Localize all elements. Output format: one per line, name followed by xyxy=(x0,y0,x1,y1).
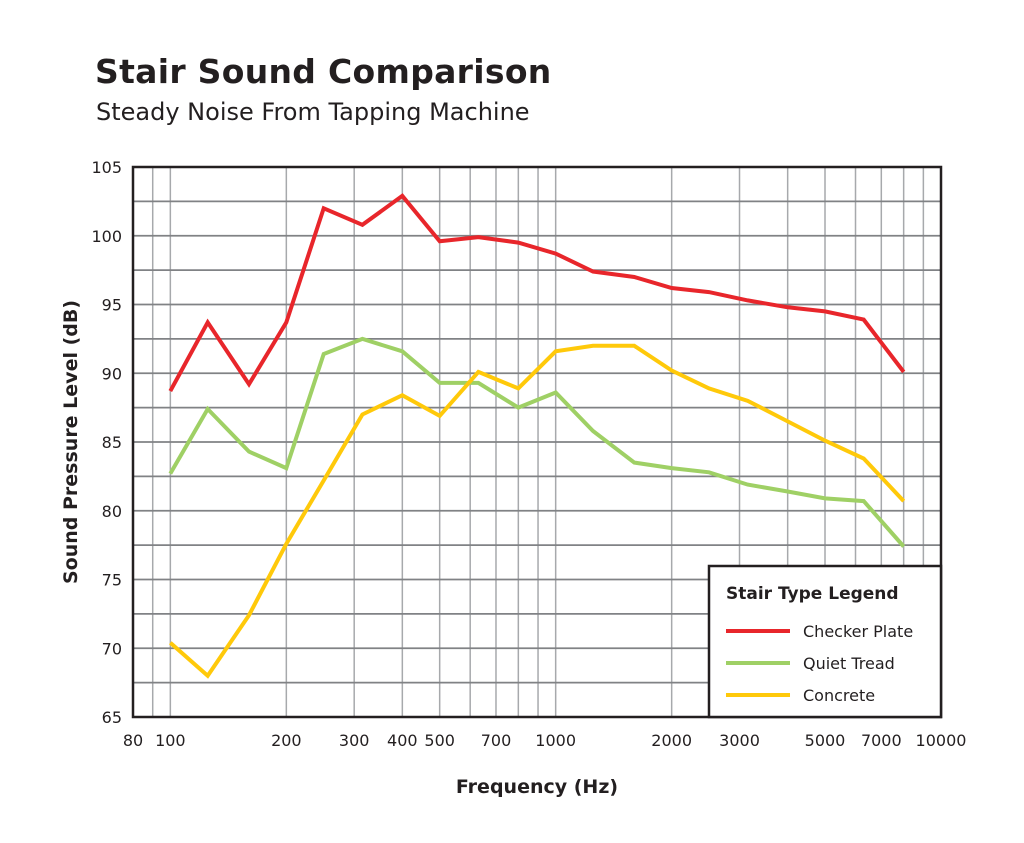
x-axis-label: Frequency (Hz) xyxy=(456,776,618,798)
series-lines xyxy=(168,193,906,679)
x-tick-label: 3000 xyxy=(719,731,760,750)
legend: Stair Type Legend Checker Plate Quiet Tre… xyxy=(707,564,943,719)
y-tick-label: 85 xyxy=(102,433,122,452)
chart-title: Stair Sound Comparison xyxy=(95,52,552,91)
series-line-concrete xyxy=(168,343,906,679)
y-tick-label: 90 xyxy=(102,364,122,383)
series-line-checker-plate xyxy=(168,193,906,393)
x-tick-label: 400 xyxy=(387,731,418,750)
x-tick-label: 7000 xyxy=(861,731,902,750)
x-tick-label: 100 xyxy=(155,731,186,750)
tick-labels: 80 100 200 300 400 500 700 1000 2000 3000 5000 7000… xyxy=(91,158,966,750)
x-tick-label: 1000 xyxy=(535,731,576,750)
series-line-quiet-tread xyxy=(168,336,906,548)
x-tick-label: 80 xyxy=(123,731,143,750)
legend-item: Concrete xyxy=(803,686,875,705)
chart-subtitle: Steady Noise From Tapping Machine xyxy=(96,98,530,126)
legend-item: Quiet Tread xyxy=(803,654,895,673)
y-tick-label: 70 xyxy=(102,639,122,658)
y-tick-label: 75 xyxy=(102,571,122,590)
y-tick-label: 80 xyxy=(102,502,122,521)
x-tick-label: 200 xyxy=(271,731,302,750)
y-tick-label: 100 xyxy=(91,227,122,246)
plot-frame xyxy=(131,165,943,719)
x-tick-label: 10000 xyxy=(916,731,967,750)
x-tick-label: 500 xyxy=(424,731,455,750)
y-axis-label: Sound Pressure Level (dB) xyxy=(60,300,82,584)
x-tick-label: 700 xyxy=(481,731,512,750)
legend-item: Checker Plate xyxy=(803,622,913,641)
y-tick-label: 65 xyxy=(102,708,122,727)
x-tick-label: 2000 xyxy=(651,731,692,750)
x-tick-label: 300 xyxy=(339,731,370,750)
legend-box xyxy=(707,564,943,719)
legend-title: Stair Type Legend xyxy=(726,584,899,604)
y-tick-label: 95 xyxy=(102,296,122,315)
y-tick-label: 105 xyxy=(91,158,122,177)
x-tick-label: 5000 xyxy=(805,731,846,750)
